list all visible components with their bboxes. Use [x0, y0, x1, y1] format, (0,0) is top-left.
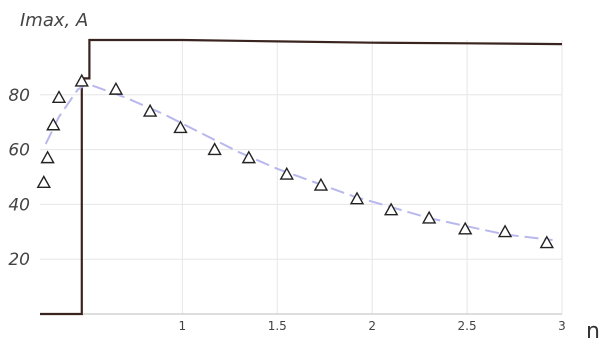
x-tick-label: 1: [179, 319, 187, 333]
data-point: [108, 81, 124, 95]
y-tick-label: 80: [8, 86, 30, 106]
x-tick-label: 2.5: [458, 319, 477, 333]
data-point: [383, 202, 399, 216]
x-axis-label: n: [586, 319, 600, 344]
y-tick-label: 20: [8, 250, 30, 270]
data-point: [36, 175, 51, 188]
data-point: [241, 150, 256, 164]
series-layer: [36, 38, 563, 316]
data-point: [74, 73, 89, 87]
data-point: [539, 235, 555, 249]
y-axis-label: Imax, A: [20, 10, 88, 31]
y-tick-label: 60: [8, 141, 30, 161]
grid-lines: [40, 40, 563, 314]
fit-curve-line: [44, 82, 553, 241]
x-tick-label: 2: [368, 319, 376, 333]
tick-labels: 1 1.5 2 2.5 3 20 40 60 80: [8, 86, 565, 333]
data-point: [279, 166, 294, 180]
data-point: [51, 90, 67, 104]
data-point: [421, 210, 437, 224]
data-point: [142, 103, 158, 117]
data-point: [497, 224, 513, 238]
data-point: [40, 150, 55, 164]
data-point: [458, 221, 473, 235]
x-tick-label: 3: [558, 319, 566, 333]
data-point: [349, 191, 365, 205]
x-tick-label: 1.5: [268, 319, 287, 333]
step-curve-line: [40, 38, 563, 316]
y-tick-label: 40: [8, 195, 30, 215]
data-point: [46, 117, 61, 131]
data-point: [207, 142, 222, 156]
data-point: [173, 120, 188, 134]
data-point: [313, 177, 329, 191]
